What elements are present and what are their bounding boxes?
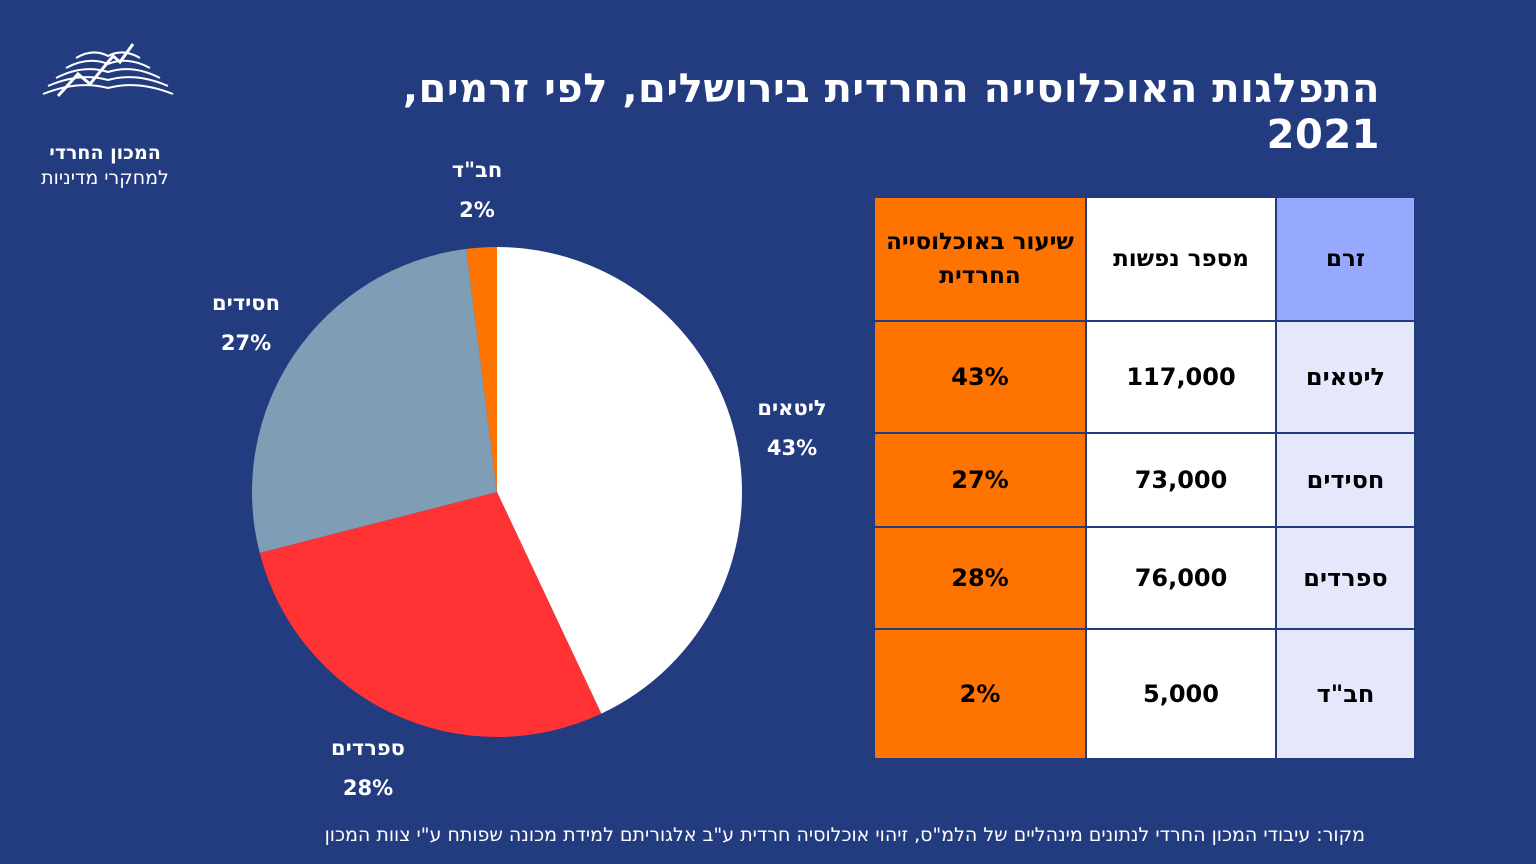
pie-slice-0 bbox=[497, 247, 742, 714]
slice-name: ליטאים bbox=[757, 396, 827, 420]
logo-name: המכון החרדי bbox=[49, 142, 161, 164]
source-note: מקור: עיבודי המכון החרדי לנתונים מינהליי… bbox=[324, 824, 1365, 846]
cell-stream: חסידים bbox=[1275, 432, 1416, 528]
cell-stream: חב"ד bbox=[1275, 628, 1416, 760]
pie-label-sfaradim: ספרדים 28% bbox=[298, 728, 438, 808]
slice-name: ספרדים bbox=[331, 736, 405, 760]
pie-slice-3 bbox=[466, 247, 497, 492]
pie-slice-1 bbox=[259, 492, 602, 737]
header-share: שיעור באוכלוסייה החרדית bbox=[873, 196, 1087, 322]
pie-label-chabad: חב"ד 2% bbox=[407, 150, 547, 230]
cell-share: 27% bbox=[873, 432, 1087, 528]
data-table: זרם מספר נפשות שיעור באוכלוסייה החרדית ל… bbox=[873, 196, 1416, 760]
book-chart-icon bbox=[42, 43, 174, 98]
header-count: מספר נפשות bbox=[1085, 196, 1277, 322]
page-title: התפלגות האוכלוסייה החרדית בירושלים, לפי … bbox=[402, 66, 1380, 158]
cell-share: 43% bbox=[873, 320, 1087, 434]
slice-value: 28% bbox=[342, 776, 394, 800]
cell-count: 117,000 bbox=[1085, 320, 1277, 434]
table-row: חסידים 73,000 27% bbox=[873, 432, 1416, 528]
cell-stream: ליטאים bbox=[1275, 320, 1416, 434]
cell-stream: ספרדים bbox=[1275, 526, 1416, 630]
cell-share: 28% bbox=[873, 526, 1087, 630]
header-stream: זרם bbox=[1275, 196, 1416, 322]
slice-value: 27% bbox=[220, 331, 272, 355]
table-row: ליטאים 117,000 43% bbox=[873, 320, 1416, 434]
logo-subtitle: למחקרי מדיניות bbox=[41, 167, 169, 189]
cell-count: 5,000 bbox=[1085, 628, 1277, 760]
table-row: חב"ד 5,000 2% bbox=[873, 628, 1416, 760]
slice-name: חסידים bbox=[211, 291, 281, 315]
cell-share: 2% bbox=[873, 628, 1087, 760]
slice-name: חב"ד bbox=[451, 158, 503, 182]
cell-count: 76,000 bbox=[1085, 526, 1277, 630]
slice-value: 2% bbox=[459, 198, 495, 222]
logo: המכון החרדי למחקרי מדיניות bbox=[30, 36, 180, 189]
cell-count: 73,000 bbox=[1085, 432, 1277, 528]
slice-value: 43% bbox=[766, 436, 818, 460]
table-header-row: זרם מספר נפשות שיעור באוכלוסייה החרדית bbox=[873, 196, 1416, 322]
pie-label-hasidim: חסידים 27% bbox=[176, 283, 316, 363]
pie-chart bbox=[251, 247, 742, 737]
table-row: ספרדים 76,000 28% bbox=[873, 526, 1416, 630]
pie-label-litaim: ליטאים 43% bbox=[722, 388, 862, 468]
pie-slice-2 bbox=[251, 248, 497, 553]
